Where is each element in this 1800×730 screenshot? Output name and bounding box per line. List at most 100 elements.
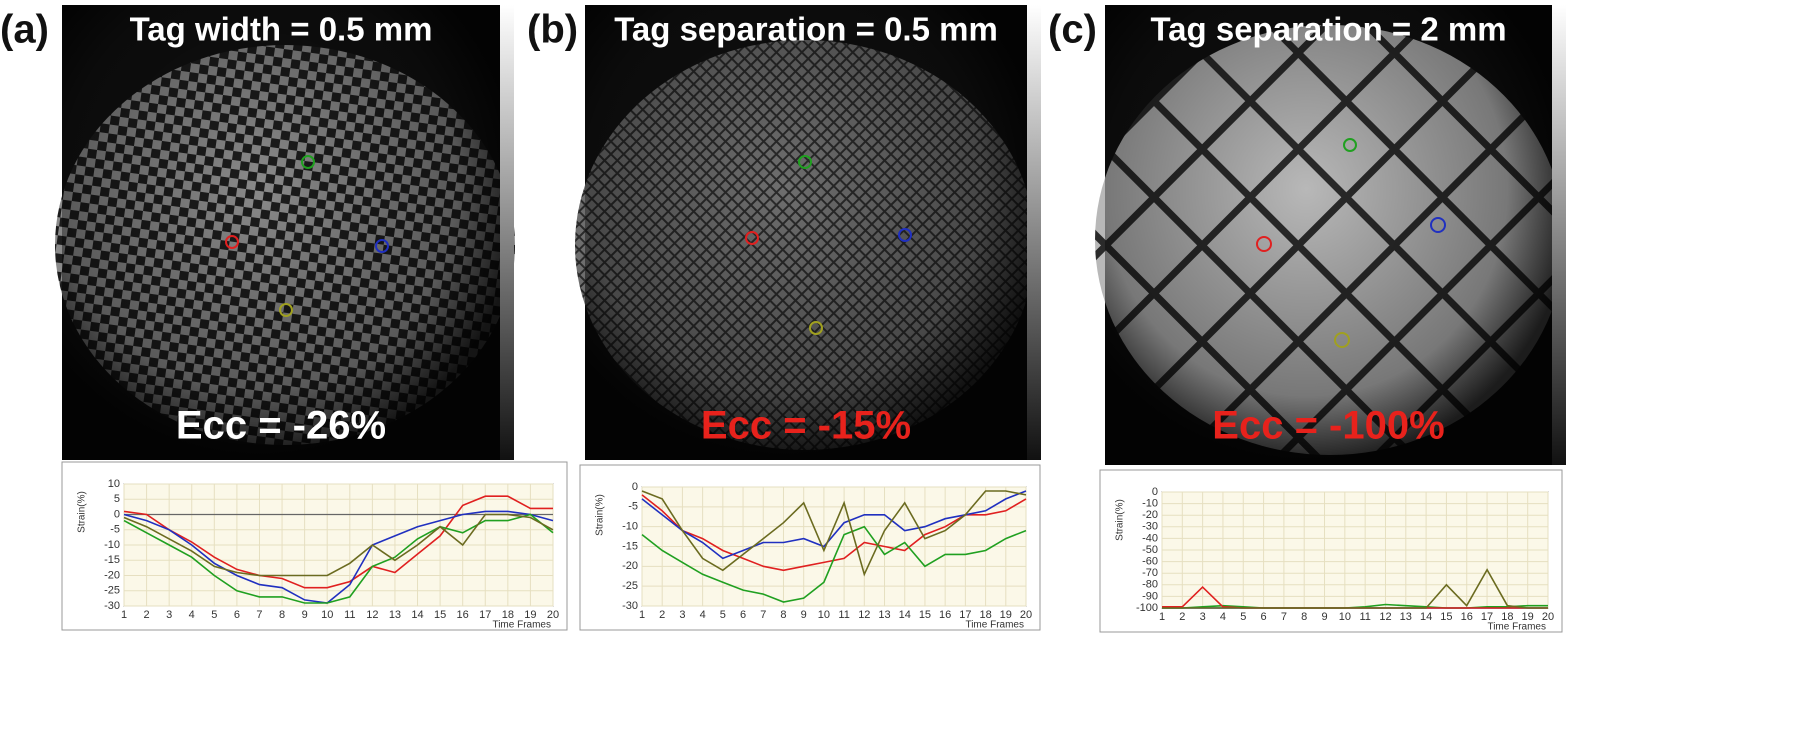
panel-label: (a) bbox=[0, 8, 49, 52]
y-tick-label: -40 bbox=[1142, 532, 1158, 544]
y-tick-label: -20 bbox=[104, 569, 120, 581]
ecc-label: Ecc = -100% bbox=[1212, 404, 1444, 448]
x-tick-label: 16 bbox=[939, 609, 951, 621]
colorbar bbox=[1027, 5, 1041, 460]
y-tick-label: -70 bbox=[1142, 567, 1158, 579]
x-tick-label: 17 bbox=[959, 609, 971, 621]
x-tick-label: 4 bbox=[700, 609, 706, 621]
x-tick-label: 13 bbox=[878, 609, 890, 621]
ecc-label: Ecc = -26% bbox=[176, 404, 386, 448]
y-tick-label: -80 bbox=[1142, 579, 1158, 591]
x-tick-label: 3 bbox=[166, 609, 172, 621]
x-tick-label: 9 bbox=[1321, 611, 1327, 623]
x-tick-label: 7 bbox=[760, 609, 766, 621]
x-tick-label: 19 bbox=[524, 609, 536, 621]
x-tick-label: 17 bbox=[1481, 611, 1493, 623]
x-tick-label: 16 bbox=[1461, 611, 1473, 623]
x-tick-label: 7 bbox=[256, 609, 262, 621]
x-tick-label: 8 bbox=[279, 609, 285, 621]
y-tick-label: -30 bbox=[622, 600, 638, 612]
y-tick-label: 0 bbox=[114, 508, 120, 520]
x-tick-label: 20 bbox=[1542, 611, 1554, 623]
x-tick-label: 14 bbox=[411, 609, 423, 621]
x-tick-label: 5 bbox=[720, 609, 726, 621]
x-tick-label: 5 bbox=[211, 609, 217, 621]
x-tick-label: 12 bbox=[366, 609, 378, 621]
y-tick-label: -100 bbox=[1136, 602, 1158, 614]
panel-title: Tag width = 0.5 mm bbox=[130, 11, 433, 48]
x-tick-label: 13 bbox=[389, 609, 401, 621]
x-tick-label: 2 bbox=[659, 609, 665, 621]
x-tick-label: 17 bbox=[479, 609, 491, 621]
x-tick-label: 12 bbox=[1379, 611, 1391, 623]
x-tick-label: 4 bbox=[189, 609, 195, 621]
x-tick-label: 10 bbox=[321, 609, 333, 621]
x-tick-label: 10 bbox=[1339, 611, 1351, 623]
x-tick-label: 11 bbox=[344, 609, 355, 621]
colorbar bbox=[1552, 5, 1566, 465]
x-tick-label: 8 bbox=[780, 609, 786, 621]
x-tick-label: 12 bbox=[858, 609, 870, 621]
y-tick-label: -5 bbox=[110, 524, 120, 536]
x-axis-label: Time Frames bbox=[1487, 622, 1546, 633]
x-tick-label: 18 bbox=[1501, 611, 1513, 623]
x-tick-label: 8 bbox=[1301, 611, 1307, 623]
strain-chart: -30-25-20-15-10-501 2 3 4 5 6 7 8 9 10 11 12 13 14 15 1… bbox=[579, 464, 1041, 631]
x-tick-label: 11 bbox=[838, 609, 849, 621]
tracking-markers bbox=[225, 138, 1446, 348]
y-tick-label: -15 bbox=[622, 540, 638, 552]
ecc-label: Ecc = -15% bbox=[701, 404, 911, 448]
y-tick-label: -10 bbox=[1142, 498, 1158, 510]
y-tick-label: 5 bbox=[114, 493, 120, 505]
panel-title: Tag separation = 2 mm bbox=[1150, 11, 1506, 48]
x-tick-label: 15 bbox=[1440, 611, 1452, 623]
y-tick-label: -60 bbox=[1142, 556, 1158, 568]
y-tick-label: -10 bbox=[622, 521, 638, 533]
x-tick-label: 20 bbox=[1020, 609, 1032, 621]
mri-shade bbox=[62, 5, 500, 460]
series-line bbox=[641, 525, 1027, 603]
x-tick-label: 18 bbox=[502, 609, 514, 621]
x-tick-label: 14 bbox=[899, 609, 911, 621]
panel-label: (c) bbox=[1048, 8, 1097, 52]
y-axis-label: Strain(%) bbox=[77, 491, 88, 533]
series-line bbox=[123, 495, 553, 589]
y-axis-label: Strain(%) bbox=[1115, 499, 1126, 541]
x-tick-label: 3 bbox=[1200, 611, 1206, 623]
x-tick-label: 6 bbox=[740, 609, 746, 621]
series-line bbox=[123, 510, 554, 604]
x-tick-label: 18 bbox=[979, 609, 991, 621]
images bbox=[55, 5, 1566, 465]
x-tick-label: 19 bbox=[1000, 609, 1012, 621]
colorbar bbox=[500, 5, 514, 460]
x-tick-label: 3 bbox=[679, 609, 685, 621]
y-tick-label: -5 bbox=[628, 501, 638, 513]
y-tick-label: -20 bbox=[1142, 509, 1158, 521]
y-tick-label: 0 bbox=[1152, 486, 1158, 498]
x-tick-label: 9 bbox=[302, 609, 308, 621]
x-tick-label: 1 bbox=[1159, 611, 1165, 623]
x-tick-label: 10 bbox=[818, 609, 830, 621]
y-tick-label: -20 bbox=[622, 560, 638, 572]
x-tick-label: 1 bbox=[639, 609, 645, 621]
y-tick-label: -25 bbox=[104, 585, 120, 597]
series-line bbox=[641, 490, 1027, 560]
mri-shade bbox=[585, 5, 1027, 460]
series-line bbox=[1162, 568, 1548, 609]
mri-shade bbox=[1105, 5, 1552, 465]
x-tick-label: 20 bbox=[547, 609, 559, 621]
x-tick-label: 5 bbox=[1240, 611, 1246, 623]
y-tick-label: -25 bbox=[622, 580, 638, 592]
y-tick-label: -30 bbox=[1142, 521, 1158, 533]
x-axis-label: Time Frames bbox=[965, 620, 1024, 631]
x-axis-label: Time Frames bbox=[492, 620, 551, 631]
x-tick-label: 15 bbox=[919, 609, 931, 621]
x-tick-label: 14 bbox=[1420, 611, 1432, 623]
x-tick-label: 2 bbox=[144, 609, 150, 621]
y-axis-label: Strain(%) bbox=[595, 494, 606, 536]
y-tick-label: -50 bbox=[1142, 544, 1158, 556]
x-tick-label: 4 bbox=[1220, 611, 1226, 623]
y-tick-label: -30 bbox=[104, 600, 120, 612]
